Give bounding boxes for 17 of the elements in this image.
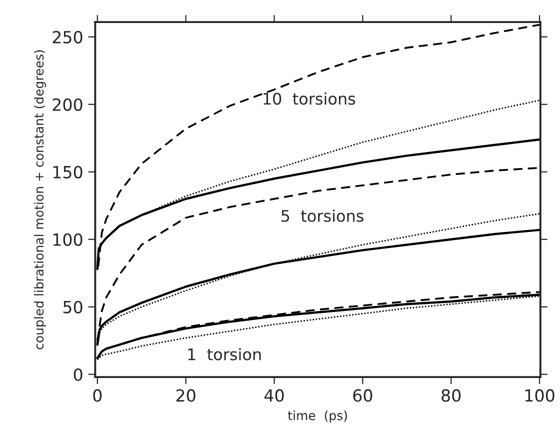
y-axis-title: coupled librational motion + constant (degrees) bbox=[34, 50, 46, 350]
annotation: 1 torsion bbox=[188, 348, 261, 360]
y-tick-label: 50 bbox=[63, 300, 82, 314]
y-tick-label: 0 bbox=[74, 368, 82, 381]
x-tick-label: 80 bbox=[442, 389, 461, 402]
y-tick-label: 100 bbox=[53, 233, 82, 246]
annotation: 5 torsions bbox=[282, 210, 364, 222]
y-tick-label: 200 bbox=[52, 98, 82, 111]
y-tick-label: 250 bbox=[52, 30, 82, 44]
x-tick-label: 0 bbox=[93, 389, 102, 402]
x-axis-title: time (ps) bbox=[288, 410, 347, 423]
y-tick-label: 150 bbox=[53, 166, 82, 178]
x-tick-label: 60 bbox=[353, 389, 372, 402]
x-tick-label: 40 bbox=[264, 389, 284, 402]
annotation: 10 torsions bbox=[264, 92, 356, 105]
x-tick-label: 20 bbox=[176, 389, 196, 402]
x-tick-label: 100 bbox=[525, 389, 554, 402]
